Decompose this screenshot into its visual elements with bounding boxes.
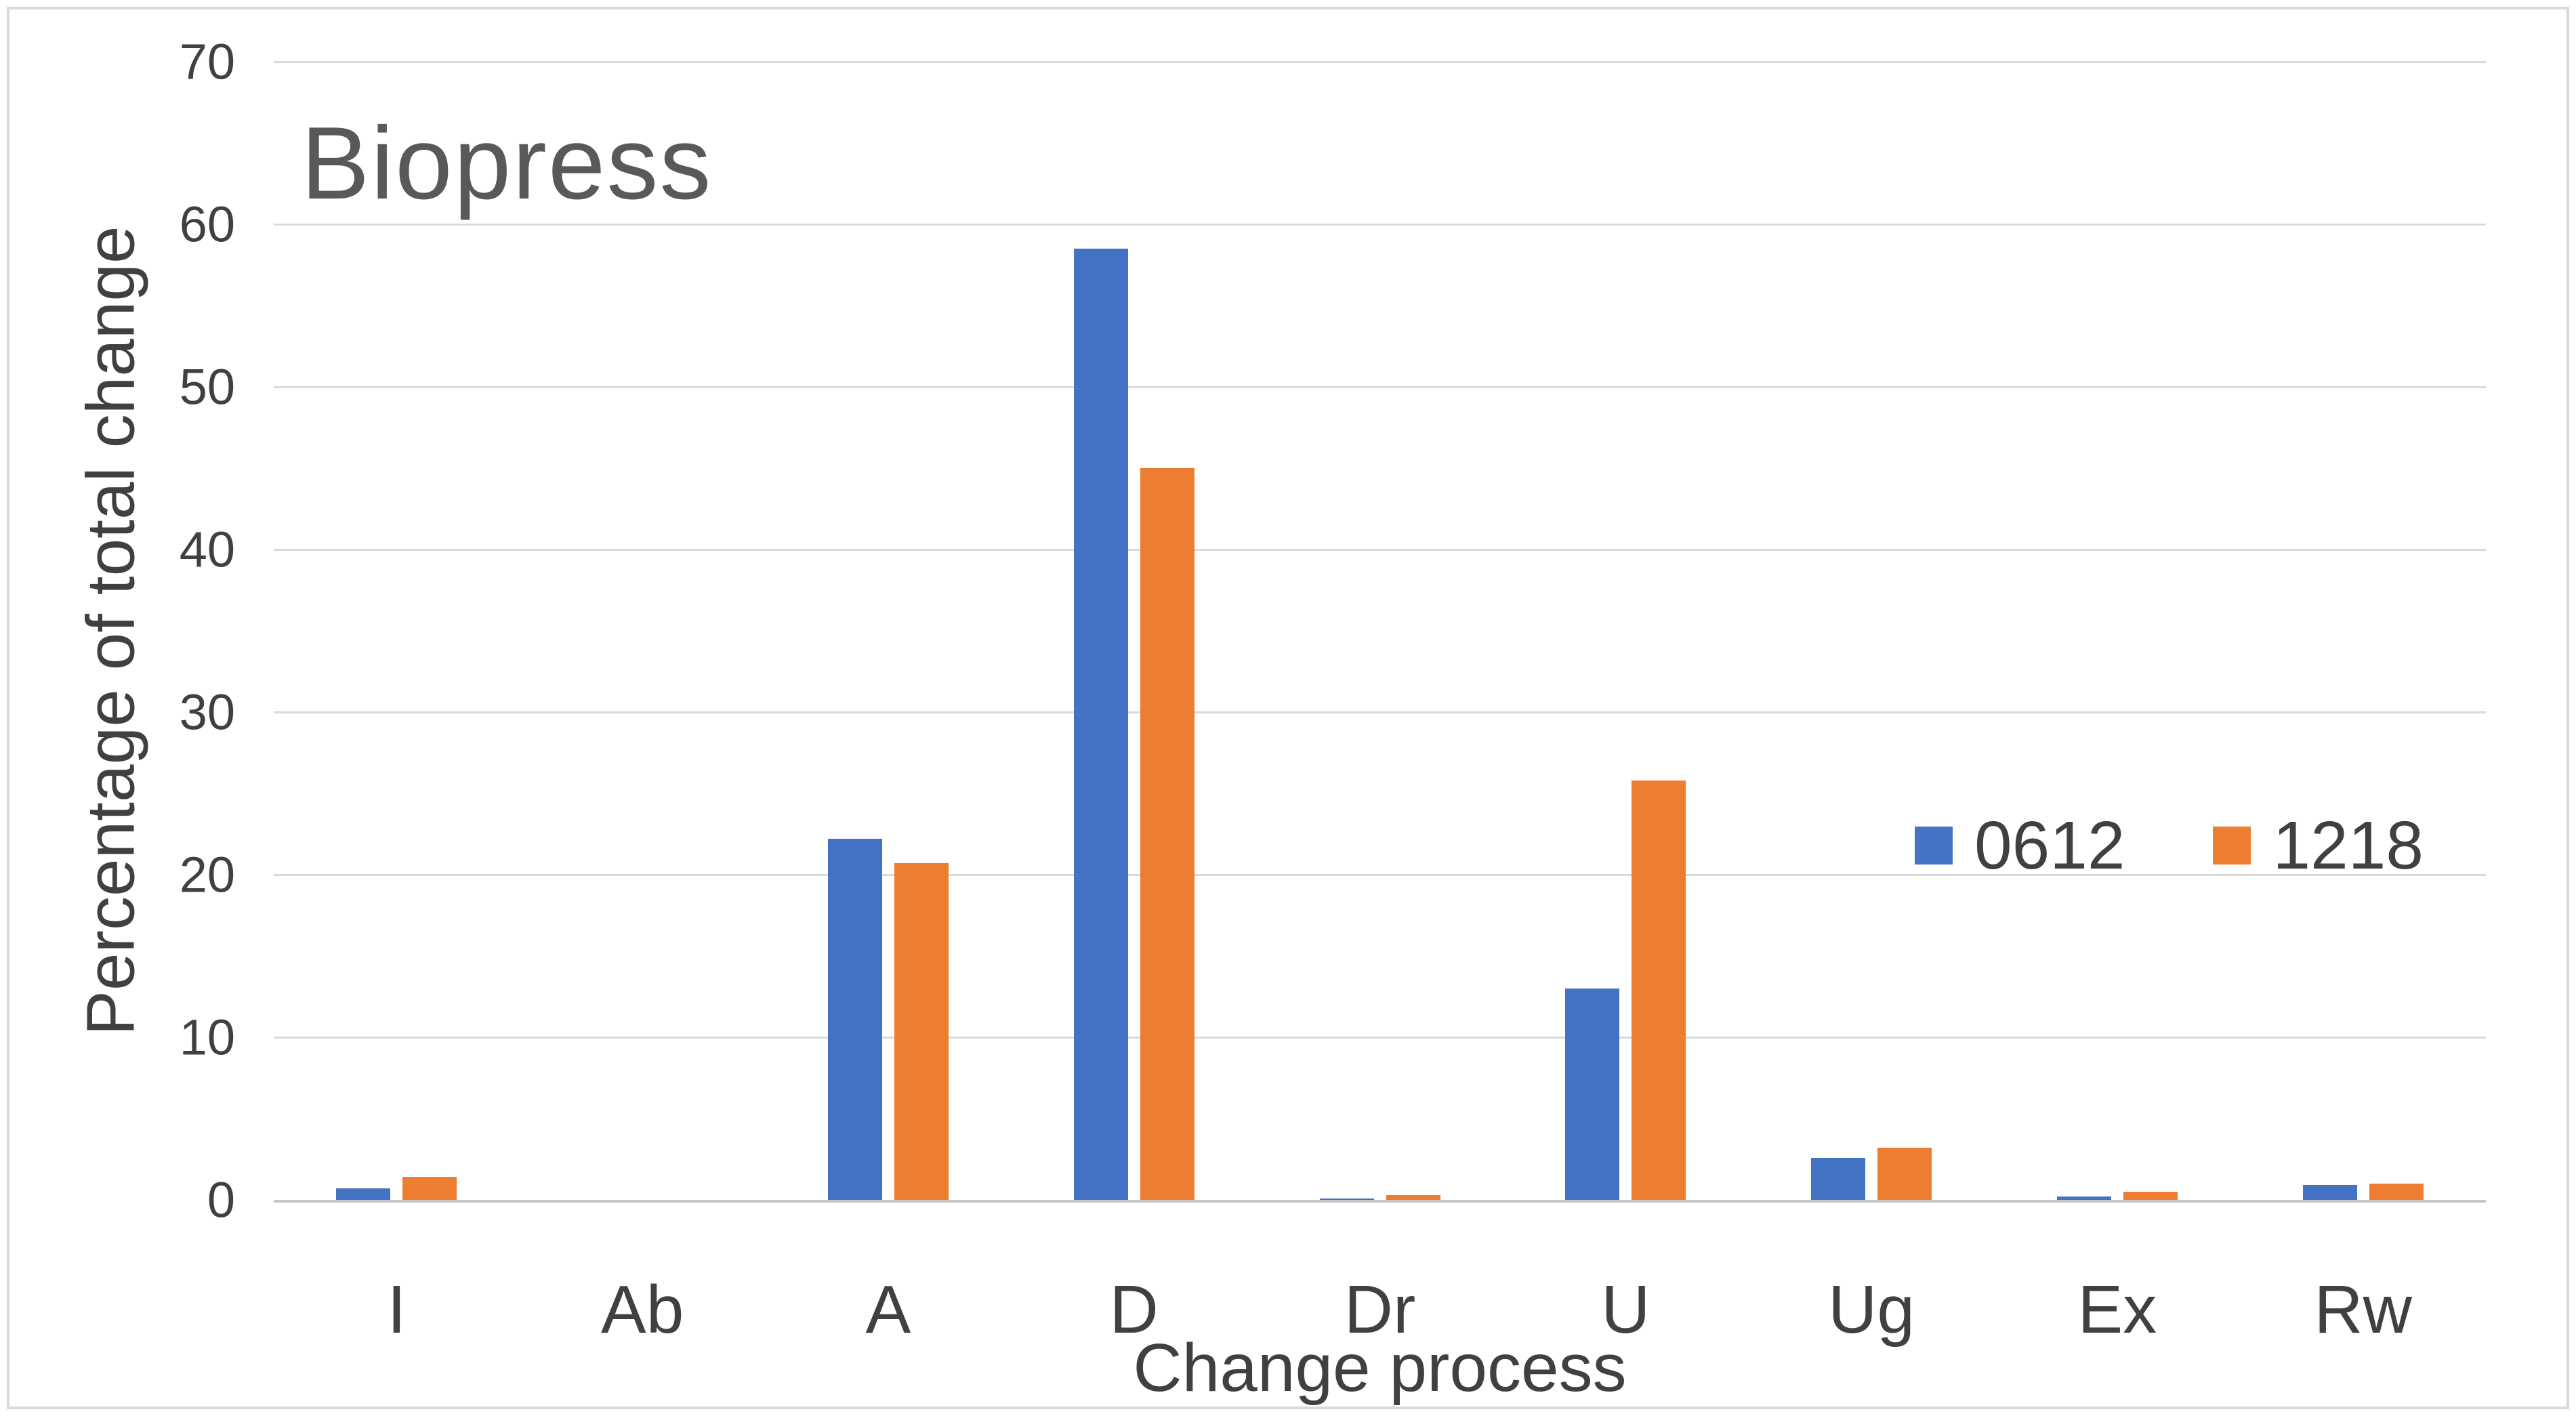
bar-1218-A bbox=[894, 863, 949, 1200]
y-tick-label-70: 70 bbox=[179, 33, 235, 90]
bar-0612-Dr bbox=[1319, 1199, 1374, 1200]
y-tick-label-40: 40 bbox=[179, 521, 235, 578]
bar-0612-U bbox=[1565, 988, 1620, 1200]
bar-1218-Ug bbox=[1877, 1148, 1932, 1200]
legend-swatch-0612 bbox=[1915, 827, 1953, 865]
y-tick-label-20: 20 bbox=[179, 846, 235, 903]
chart-frame: Biopress Percentage of total change 0 10 2… bbox=[7, 7, 2569, 1409]
legend-swatch-1218 bbox=[2213, 827, 2251, 865]
x-axis-category-labels: I Ab A D Dr U Ug Ex Rw bbox=[274, 1271, 2486, 1349]
legend: 0612 1218 bbox=[1915, 808, 2424, 883]
gridline-y-70 bbox=[274, 61, 2486, 63]
bar-group-Rw bbox=[2240, 62, 2486, 1200]
bar-1218-Dr bbox=[1386, 1195, 1440, 1200]
x-axis-baseline bbox=[274, 1200, 2486, 1203]
legend-entry-0612: 0612 bbox=[1915, 807, 2125, 885]
x-category-label-Ex: Ex bbox=[2077, 1272, 2157, 1348]
bar-0612-Ug bbox=[1811, 1158, 1866, 1200]
gridline-y-30 bbox=[274, 711, 2486, 713]
legend-entry-1218: 1218 bbox=[2213, 807, 2424, 885]
bar-1218-D bbox=[1140, 468, 1194, 1200]
bar-1218-I bbox=[402, 1177, 457, 1200]
chart-title: Biopress bbox=[301, 106, 713, 221]
bar-1218-U bbox=[1632, 780, 1686, 1200]
bar-group-A bbox=[766, 62, 1012, 1200]
x-category-label-D: D bbox=[1109, 1272, 1159, 1348]
x-category-label-A: A bbox=[865, 1272, 911, 1348]
bar-0612-Ex bbox=[2056, 1196, 2111, 1200]
gridline-y-60 bbox=[274, 224, 2486, 226]
gridline-y-20 bbox=[274, 874, 2486, 876]
x-category-label-Ug: Ug bbox=[1828, 1272, 1915, 1348]
y-tick-label-50: 50 bbox=[179, 358, 235, 415]
gridline-y-40 bbox=[274, 549, 2486, 551]
x-axis-title: Change process bbox=[1133, 1330, 1627, 1406]
bar-group-Ab bbox=[520, 62, 766, 1200]
legend-label-1218: 1218 bbox=[2272, 807, 2424, 883]
x-category-label-U: U bbox=[1601, 1272, 1650, 1348]
x-category-label-I: I bbox=[387, 1272, 407, 1348]
bar-group-Ug bbox=[1749, 62, 1995, 1200]
bar-0612-A bbox=[827, 839, 882, 1200]
y-axis-tick-labels: 0 10 20 30 40 50 60 70 bbox=[9, 34, 235, 1228]
gridline-y-10 bbox=[274, 1037, 2486, 1039]
bar-group-D bbox=[1011, 62, 1257, 1200]
bar-0612-D bbox=[1073, 249, 1128, 1200]
y-tick-label-60: 60 bbox=[179, 196, 235, 253]
x-category-label-Dr: Dr bbox=[1344, 1272, 1416, 1348]
x-category-label-Ab: Ab bbox=[601, 1272, 684, 1348]
bar-group-Dr bbox=[1257, 62, 1503, 1200]
bar-group-U bbox=[1503, 62, 1749, 1200]
bar-1218-Ex bbox=[2123, 1192, 2178, 1200]
bar-0612-I bbox=[336, 1188, 391, 1200]
gridline-y-50 bbox=[274, 386, 2486, 388]
bar-1218-Rw bbox=[2369, 1184, 2424, 1200]
y-tick-label-30: 30 bbox=[179, 684, 235, 741]
bar-group-Ex bbox=[1994, 62, 2240, 1200]
plot-area bbox=[274, 61, 2486, 1203]
x-category-label-Rw: Rw bbox=[2314, 1272, 2412, 1348]
bar-groups bbox=[274, 62, 2486, 1200]
y-tick-label-0: 0 bbox=[207, 1171, 235, 1228]
bar-group-I bbox=[274, 62, 520, 1200]
bar-0612-Rw bbox=[2302, 1185, 2357, 1200]
legend-label-0612: 0612 bbox=[1974, 807, 2125, 883]
y-tick-label-10: 10 bbox=[179, 1009, 235, 1066]
